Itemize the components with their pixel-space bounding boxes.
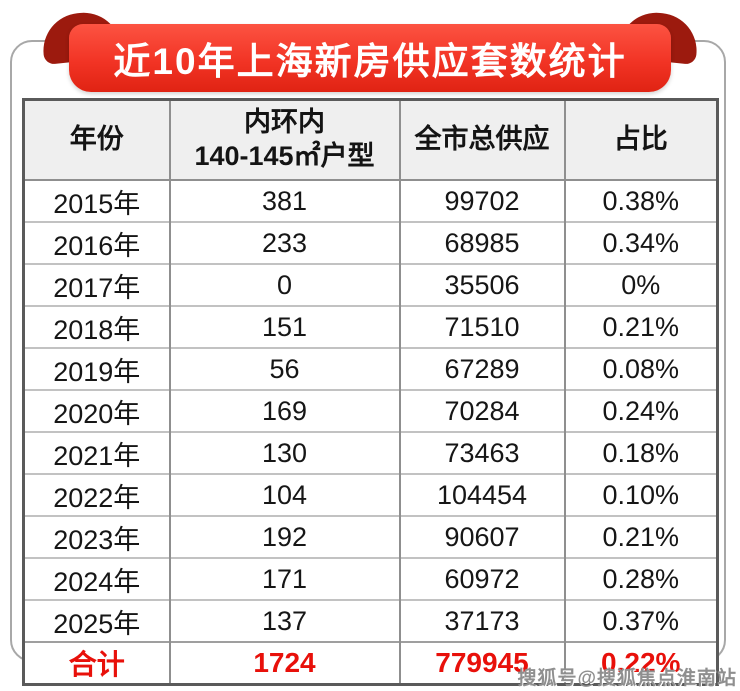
year-cell: 2021年 bbox=[23, 431, 170, 474]
ratio-cell: 0.10% bbox=[563, 473, 718, 516]
ratio-cell: 0% bbox=[563, 263, 718, 306]
summary-inner: 1724 bbox=[168, 641, 400, 685]
title-ribbon: 近10年上海新房供应套数统计 bbox=[39, 9, 701, 92]
year-cell: 2022年 bbox=[23, 473, 170, 516]
inner-cell: 381 bbox=[168, 179, 400, 222]
summary-total: 779945 bbox=[398, 641, 565, 685]
header-inner-ring: 内环内 140-145㎡户型 bbox=[168, 99, 400, 181]
ratio-cell: 0.08% bbox=[563, 347, 718, 390]
inner-cell: 171 bbox=[168, 557, 400, 600]
table-row: 2021年 130 73463 0.18% bbox=[23, 431, 718, 474]
header-inner-ring-line1: 内环内 bbox=[244, 107, 325, 138]
inner-cell: 169 bbox=[168, 389, 400, 432]
year-cell: 2023年 bbox=[23, 515, 170, 558]
total-cell: 99702 bbox=[398, 179, 565, 222]
table-row: 2022年 104 104454 0.10% bbox=[23, 473, 718, 516]
total-cell: 68985 bbox=[398, 221, 565, 264]
table-row: 2017年 0 35506 0% bbox=[23, 263, 718, 306]
total-cell: 73463 bbox=[398, 431, 565, 474]
total-cell: 70284 bbox=[398, 389, 565, 432]
header-city-total: 全市总供应 bbox=[398, 99, 565, 181]
inner-cell: 151 bbox=[168, 305, 400, 348]
summary-row: 合计 1724 779945 0.22% bbox=[23, 641, 718, 685]
year-cell: 2019年 bbox=[23, 347, 170, 390]
summary-ratio: 0.22% bbox=[563, 641, 718, 685]
year-cell: 2016年 bbox=[23, 221, 170, 264]
summary-label: 合计 bbox=[23, 641, 170, 685]
year-cell: 2020年 bbox=[23, 389, 170, 432]
inner-cell: 56 bbox=[168, 347, 400, 390]
total-cell: 104454 bbox=[398, 473, 565, 516]
total-cell: 60972 bbox=[398, 557, 565, 600]
ratio-cell: 0.28% bbox=[563, 557, 718, 600]
total-cell: 35506 bbox=[398, 263, 565, 306]
year-cell: 2024年 bbox=[23, 557, 170, 600]
ratio-cell: 0.38% bbox=[563, 179, 718, 222]
supply-statistics-table: 年份 内环内 140-145㎡户型 全市总供应 占比 2015年 381 997… bbox=[22, 98, 719, 686]
page-title: 近10年上海新房供应套数统计 bbox=[113, 41, 627, 82]
total-cell: 71510 bbox=[398, 305, 565, 348]
inner-cell: 130 bbox=[168, 431, 400, 474]
header-ratio: 占比 bbox=[563, 99, 718, 181]
table-row: 2020年 169 70284 0.24% bbox=[23, 389, 718, 432]
inner-cell: 104 bbox=[168, 473, 400, 516]
table-row: 2018年 151 71510 0.21% bbox=[23, 305, 718, 348]
year-cell: 2017年 bbox=[23, 263, 170, 306]
ratio-cell: 0.37% bbox=[563, 599, 718, 642]
table-row: 2023年 192 90607 0.21% bbox=[23, 515, 718, 558]
year-cell: 2025年 bbox=[23, 599, 170, 642]
ratio-cell: 0.34% bbox=[563, 221, 718, 264]
year-cell: 2015年 bbox=[23, 179, 170, 222]
total-cell: 90607 bbox=[398, 515, 565, 558]
table-row: 2019年 56 67289 0.08% bbox=[23, 347, 718, 390]
ribbon-body: 近10年上海新房供应套数统计 bbox=[69, 24, 671, 92]
total-cell: 67289 bbox=[398, 347, 565, 390]
ratio-cell: 0.18% bbox=[563, 431, 718, 474]
ratio-cell: 0.21% bbox=[563, 305, 718, 348]
inner-cell: 192 bbox=[168, 515, 400, 558]
inner-cell: 233 bbox=[168, 221, 400, 264]
watermark: 搜狐号@搜狐焦点淮南站 bbox=[517, 668, 737, 689]
ratio-cell: 0.24% bbox=[563, 389, 718, 432]
table-row: 2016年 233 68985 0.34% bbox=[23, 221, 718, 264]
year-cell: 2018年 bbox=[23, 305, 170, 348]
ratio-cell: 0.21% bbox=[563, 515, 718, 558]
header-inner-ring-line2: 140-145㎡户型 bbox=[194, 141, 375, 171]
total-cell: 37173 bbox=[398, 599, 565, 642]
header-year: 年份 bbox=[23, 99, 170, 181]
table-row: 2024年 171 60972 0.28% bbox=[23, 557, 718, 600]
table-header-row: 年份 内环内 140-145㎡户型 全市总供应 占比 bbox=[23, 99, 718, 181]
inner-cell: 0 bbox=[168, 263, 400, 306]
table-row: 2015年 381 99702 0.38% bbox=[23, 179, 718, 222]
table-row: 2025年 137 37173 0.37% bbox=[23, 599, 718, 642]
inner-cell: 137 bbox=[168, 599, 400, 642]
